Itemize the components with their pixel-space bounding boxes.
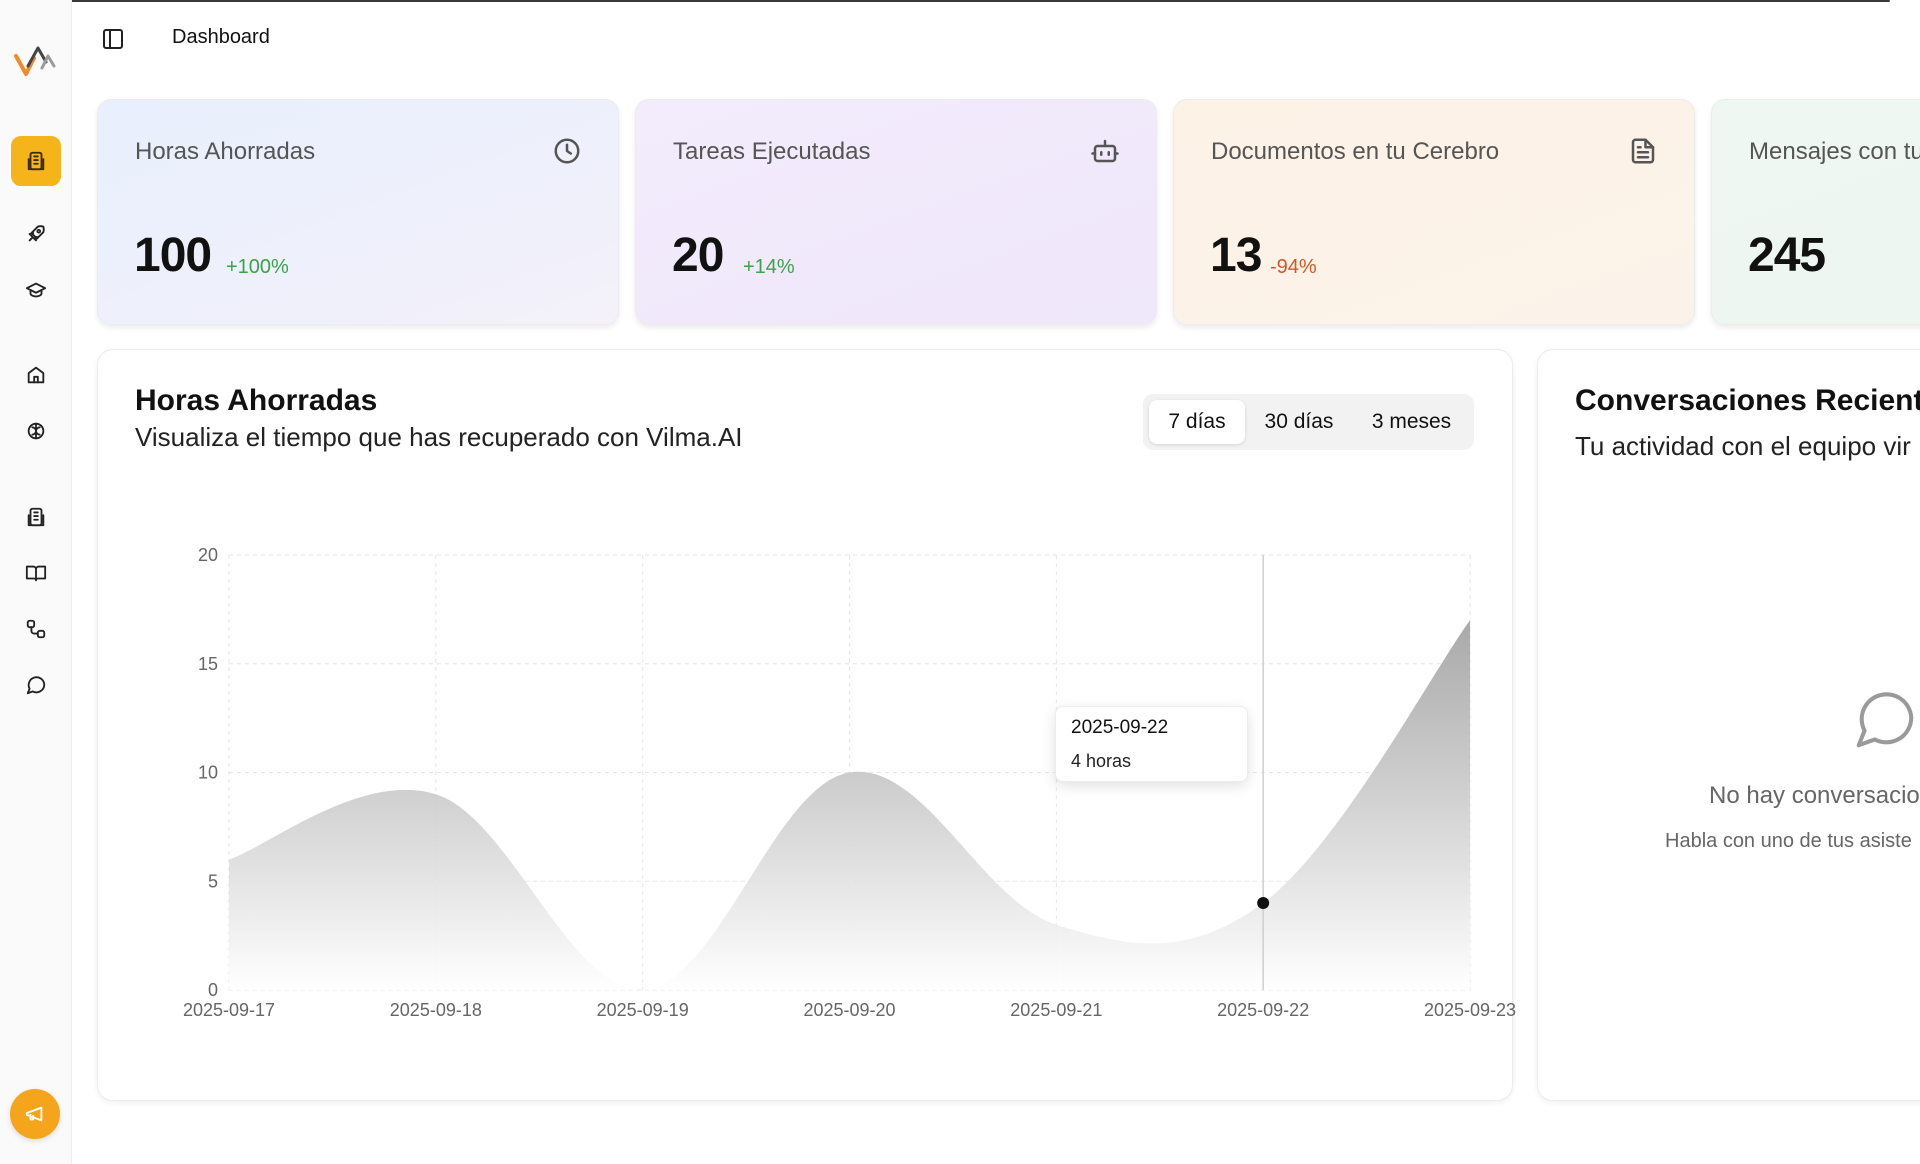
empty-state-hint: Habla con uno de tus asiste [1665, 830, 1912, 852]
stat-label: Documentos en tu Cerebro [1211, 138, 1500, 165]
recent-conversations-panel: Conversaciones Recientes Tu actividad co… [1537, 349, 1920, 1101]
sidebar-item-knowledge[interactable] [11, 548, 61, 598]
sidebar-item-brain[interactable] [11, 406, 61, 456]
stat-card-documents: Documentos en tu Cerebro 13 -94% [1173, 99, 1695, 325]
stat-card-hours-saved: Horas Ahorradas 100 +100% [97, 99, 619, 325]
hours-saved-chart: 0 5 10 15 20 2025-09-17 2025-09-18 2025-09-19 20… [183, 545, 1516, 1020]
y-tick-label: 15 [198, 654, 218, 674]
tooltip-value: 4 horas [1071, 751, 1132, 771]
chart-panel-title: Horas Ahorradas [135, 384, 378, 417]
x-tick-label: 2025-09-23 [1424, 1000, 1516, 1020]
range-option-30-days[interactable]: 30 días [1264, 410, 1334, 433]
stat-label: Tareas Ejecutadas [673, 138, 871, 165]
hover-point [1257, 897, 1270, 909]
stat-label: Mensajes con tu [1749, 138, 1920, 165]
chart-panel-subtitle: Visualiza el tiempo que has recuperado c… [135, 422, 743, 452]
y-tick-label: 10 [198, 763, 218, 783]
stat-card-tasks-executed: Tareas Ejecutadas 20 +14% [635, 99, 1157, 325]
megaphone-icon [25, 1106, 43, 1122]
chart-tooltip: 2025-09-22 4 horas [1055, 706, 1248, 782]
sidebar-toggle-button[interactable] [100, 26, 126, 52]
range-option-7-days[interactable]: 7 días [1149, 400, 1245, 444]
rocket-icon [28, 225, 45, 242]
stat-value: 100 [134, 229, 212, 282]
x-tick-label: 2025-09-19 [597, 1000, 689, 1020]
file-text-icon [1631, 138, 1655, 164]
tooltip-date: 2025-09-22 [1071, 717, 1169, 738]
building-icon [27, 151, 45, 171]
vilma-logo[interactable] [12, 44, 58, 80]
sidebar-item-launch[interactable] [11, 209, 61, 259]
stat-card-messages: Mensajes con tu 245 [1711, 99, 1920, 325]
x-tick-label: 2025-09-17 [183, 1000, 275, 1020]
sidebar-item-academy[interactable] [11, 265, 61, 315]
y-tick-label: 5 [208, 871, 218, 891]
conversations-title: Conversaciones Recientes [1575, 384, 1920, 417]
home-icon [27, 366, 45, 384]
message-circle-icon [1856, 692, 1914, 748]
x-tick-label: 2025-09-18 [390, 1000, 482, 1020]
conversations-subtitle: Tu actividad con el equipo vir [1575, 431, 1911, 461]
x-tick-label: 2025-09-21 [1010, 1000, 1102, 1020]
page-title: Dashboard [172, 26, 270, 48]
stat-value: 13 [1210, 229, 1262, 282]
brain-icon [27, 422, 45, 440]
stat-value: 245 [1748, 229, 1826, 282]
stat-label: Horas Ahorradas [135, 138, 316, 165]
stat-delta: -94% [1270, 256, 1317, 278]
stat-delta: +100% [226, 256, 289, 278]
y-tick-label: 20 [198, 545, 218, 565]
clock-icon [554, 138, 580, 164]
sidebar-item-company[interactable] [11, 492, 61, 542]
x-tick-label: 2025-09-22 [1217, 1000, 1309, 1020]
window-top-edge [30, 0, 1890, 2]
announcements-button[interactable] [10, 1089, 60, 1139]
sidebar-item-home[interactable] [11, 350, 61, 400]
stat-delta: +14% [743, 256, 795, 278]
x-tick-label: 2025-09-20 [803, 1000, 895, 1020]
building-icon [27, 507, 45, 527]
book-open-icon [25, 565, 47, 582]
message-circle-icon [26, 676, 46, 695]
bot-icon [1091, 139, 1119, 163]
chart-area-series [229, 620, 1470, 990]
graduation-cap-icon [25, 282, 47, 298]
sidebar-item-chat[interactable] [11, 660, 61, 710]
sidebar-item-organization[interactable] [11, 136, 61, 186]
time-range-selector: 7 días 30 días 3 meses [1143, 394, 1474, 450]
panel-left-icon [103, 29, 123, 49]
workflow-icon [26, 619, 46, 639]
range-option-3-months[interactable]: 3 meses [1371, 410, 1452, 433]
sidebar [0, 0, 72, 1164]
stat-value: 20 [672, 229, 724, 282]
sidebar-item-workflows[interactable] [11, 604, 61, 654]
y-tick-label: 0 [208, 980, 218, 1000]
empty-state-title: No hay conversacio [1709, 782, 1920, 809]
